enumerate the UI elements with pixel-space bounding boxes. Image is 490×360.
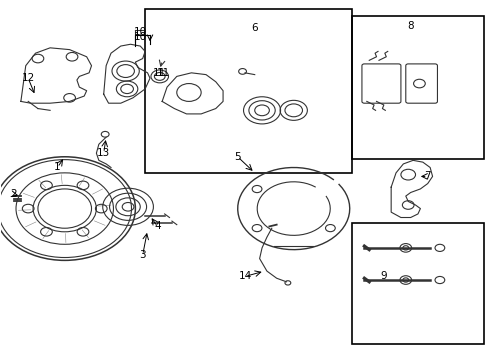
Text: 11: 11 [156, 68, 170, 78]
Text: 4: 4 [154, 221, 161, 231]
Bar [352, 16, 484, 158]
Text: 8: 8 [407, 21, 414, 31]
Text: 11: 11 [153, 68, 167, 78]
Text: 1: 1 [54, 162, 61, 172]
Text: 10: 10 [134, 27, 147, 37]
Text: 7: 7 [424, 171, 431, 181]
Text: 6: 6 [251, 23, 258, 33]
Text: 2: 2 [10, 189, 17, 199]
Text: 12: 12 [22, 73, 35, 83]
Bar [352, 223, 484, 344]
Text: 9: 9 [381, 271, 387, 282]
Bar [145, 9, 352, 173]
Text: 14: 14 [238, 271, 252, 282]
Text: 3: 3 [139, 250, 146, 260]
Text: 10: 10 [134, 32, 147, 42]
Text: 13: 13 [97, 148, 110, 158]
Text: 5: 5 [234, 152, 241, 162]
